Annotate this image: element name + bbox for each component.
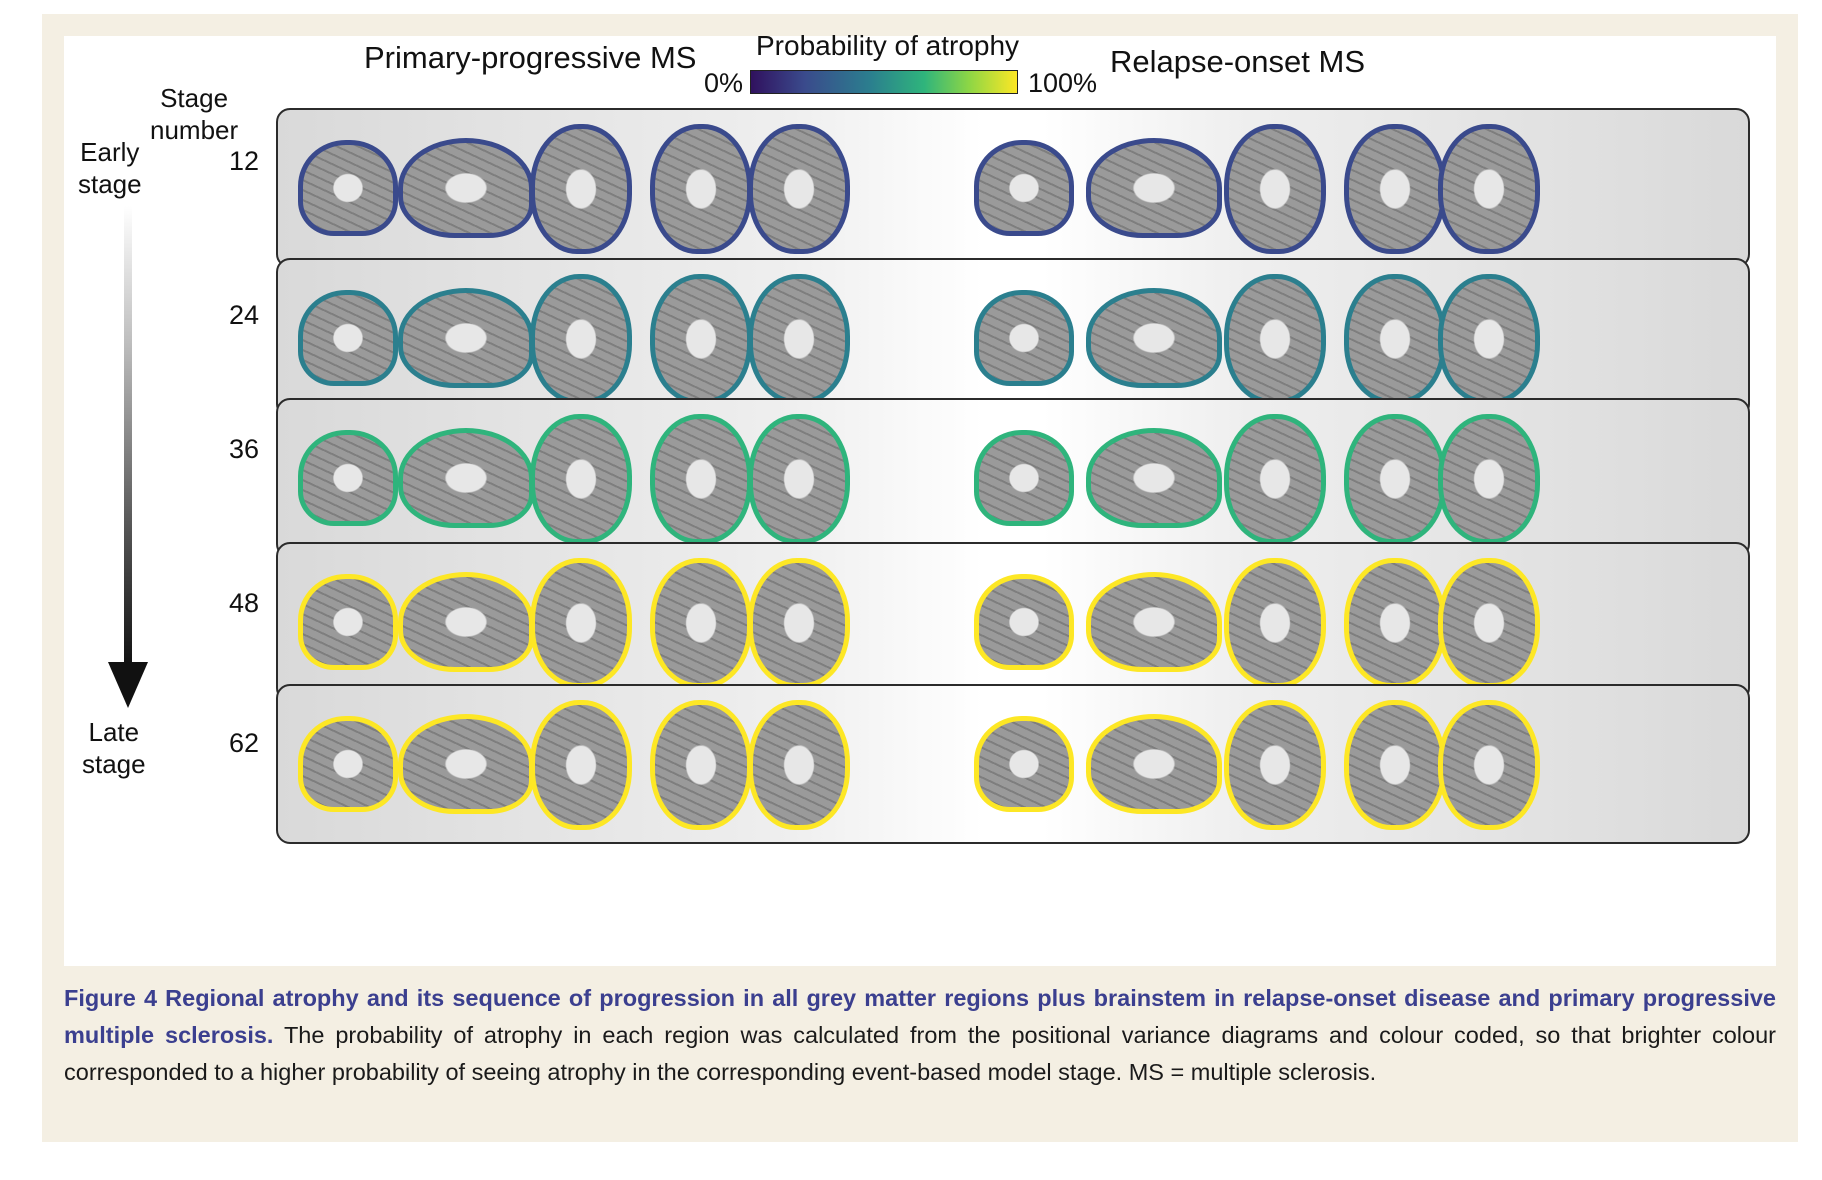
figure-caption: Figure 4 Regional atrophy and its sequen… bbox=[64, 980, 1776, 1091]
ppms-ax-brain-image bbox=[748, 274, 850, 404]
stage-header: Stage number bbox=[150, 82, 238, 146]
stage-row bbox=[276, 258, 1750, 418]
stage-number: 48 bbox=[228, 588, 260, 618]
ppms-ax-brain-image bbox=[530, 124, 632, 254]
rms-ax-brain-image bbox=[1344, 700, 1446, 830]
stage-row bbox=[276, 108, 1750, 268]
ppms-ax-brain-image bbox=[650, 414, 752, 544]
colorbar-max-label: 100% bbox=[1028, 68, 1098, 98]
stage-header-line2: number bbox=[150, 115, 239, 145]
ppms-cor-brain-image bbox=[298, 430, 398, 526]
caption-title: Figure 4 Regional atrophy and its sequen… bbox=[64, 985, 1776, 1048]
ppms-cor-brain-image bbox=[298, 574, 398, 670]
colorbar-title: Probability of atrophy bbox=[756, 30, 1020, 61]
rms-ax-brain-image bbox=[1344, 124, 1446, 254]
rms-ax-brain-image bbox=[1224, 558, 1326, 688]
early-label-line1: Early bbox=[80, 137, 140, 167]
late-stage-label: Late stage bbox=[82, 716, 146, 780]
ppms-ax-brain-image bbox=[530, 700, 632, 830]
ppms-ax-brain-image bbox=[748, 558, 850, 688]
rms-sag-brain-image bbox=[1086, 138, 1222, 238]
stage-number: 12 bbox=[228, 146, 260, 176]
rms-cor-brain-image bbox=[974, 290, 1074, 386]
ppms-sag-brain-image bbox=[398, 138, 534, 238]
rms-ax-brain-image bbox=[1344, 558, 1446, 688]
rms-ax-brain-image bbox=[1438, 700, 1540, 830]
figure-area: Primary-progressive MS Relapse-onset MS … bbox=[64, 30, 1776, 966]
ppms-ax-brain-image bbox=[650, 558, 752, 688]
stage-number: 36 bbox=[228, 434, 260, 464]
early-stage-label: Early stage bbox=[78, 136, 142, 200]
caption-body: The probability of atrophy in each regio… bbox=[64, 1022, 1776, 1085]
ppms-sag-brain-image bbox=[398, 428, 534, 528]
ppms-ax-brain-image bbox=[650, 274, 752, 404]
rms-ax-brain-image bbox=[1438, 274, 1540, 404]
stage-number: 24 bbox=[228, 300, 260, 330]
ppms-ax-brain-image bbox=[748, 124, 850, 254]
ppms-sag-brain-image bbox=[398, 572, 534, 672]
rms-ax-brain-image bbox=[1224, 700, 1326, 830]
stage-number: 62 bbox=[228, 728, 260, 758]
ppms-ax-brain-image bbox=[530, 558, 632, 688]
rms-cor-brain-image bbox=[974, 716, 1074, 812]
ppms-sag-brain-image bbox=[398, 714, 534, 814]
stage-row bbox=[276, 684, 1750, 844]
rms-sag-brain-image bbox=[1086, 572, 1222, 672]
rms-sag-brain-image bbox=[1086, 428, 1222, 528]
rms-ax-brain-image bbox=[1224, 414, 1326, 544]
rms-ax-brain-image bbox=[1224, 274, 1326, 404]
stage-row bbox=[276, 542, 1750, 702]
ppms-ax-brain-image bbox=[650, 124, 752, 254]
colorbar-min-label: 0% bbox=[704, 68, 744, 98]
ppms-ax-brain-image bbox=[748, 414, 850, 544]
ppms-sag-brain-image bbox=[398, 288, 534, 388]
rms-ax-brain-image bbox=[1438, 414, 1540, 544]
ppms-cor-brain-image bbox=[298, 290, 398, 386]
late-label-line2: stage bbox=[82, 749, 146, 779]
stage-arrow-head bbox=[108, 662, 148, 708]
rms-ax-brain-image bbox=[1438, 124, 1540, 254]
ppms-ax-brain-image bbox=[530, 274, 632, 404]
ppms-ax-brain-image bbox=[650, 700, 752, 830]
primary-progressive-header: Primary-progressive MS bbox=[364, 40, 697, 75]
late-label-line1: Late bbox=[88, 717, 140, 747]
ppms-cor-brain-image bbox=[298, 716, 398, 812]
relapse-onset-header: Relapse-onset MS bbox=[1110, 44, 1366, 79]
rms-ax-brain-image bbox=[1344, 414, 1446, 544]
early-label-line2: stage bbox=[78, 169, 142, 199]
stage-header-line1: Stage bbox=[160, 83, 229, 113]
rms-cor-brain-image bbox=[974, 574, 1074, 670]
ppms-ax-brain-image bbox=[748, 700, 850, 830]
ppms-ax-brain-image bbox=[530, 414, 632, 544]
rms-cor-brain-image bbox=[974, 140, 1074, 236]
rms-cor-brain-image bbox=[974, 430, 1074, 526]
rms-sag-brain-image bbox=[1086, 288, 1222, 388]
atrophy-colorbar bbox=[750, 70, 1018, 94]
ppms-cor-brain-image bbox=[298, 140, 398, 236]
rms-ax-brain-image bbox=[1438, 558, 1540, 688]
rms-ax-brain-image bbox=[1344, 274, 1446, 404]
rms-ax-brain-image bbox=[1224, 124, 1326, 254]
stage-row bbox=[276, 398, 1750, 558]
stage-arrow-shaft bbox=[124, 206, 132, 666]
rms-sag-brain-image bbox=[1086, 714, 1222, 814]
